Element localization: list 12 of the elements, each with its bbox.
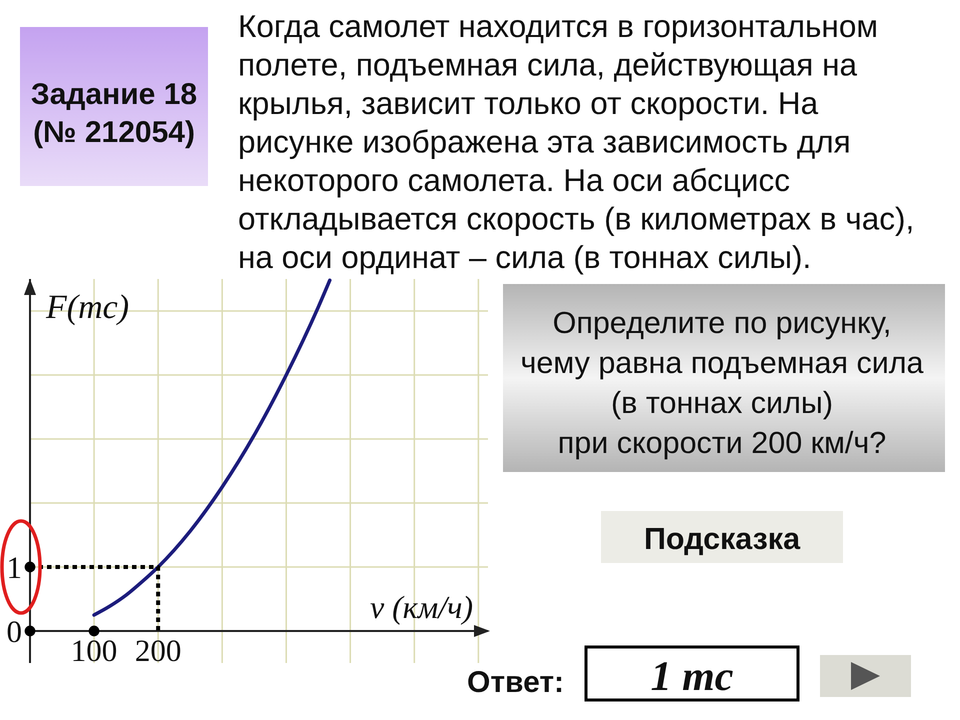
text: Определите по рисунку, чему равна подъемная сила (в тоннах силы) при скорости 200 км/ч? <box>520 306 924 460</box>
text: 1 тс <box>650 654 734 700</box>
y-tick-label: 0 <box>6 614 22 649</box>
x-axis-title: v (км/ч) <box>370 589 473 625</box>
x-tick-label: 200 <box>134 633 182 668</box>
text: Когда самолет находится в горизонтальном полете, подъемная сила, действующая на крылья, зависит только от скорости. На рисунке изображена эта зависимость для некоторого самолета. На оси абсцисс откладывается скорость (в километрах в час), на оси ординат – сила (в тоннах силы). <box>238 8 914 275</box>
x-tick-label: 100 <box>70 633 118 668</box>
chart-title: Задание 18 (№ 212054) <box>30 78 198 149</box>
y-axis-title: F(тс) <box>45 289 130 326</box>
y-tick-label: 1 <box>6 550 22 585</box>
text: Подсказка <box>644 522 802 556</box>
text: Ответ: <box>467 666 564 699</box>
